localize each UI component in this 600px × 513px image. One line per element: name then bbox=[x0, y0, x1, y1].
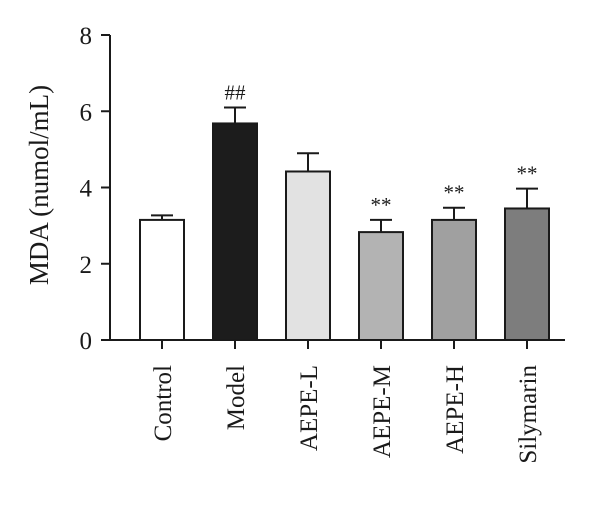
significance-label: ** bbox=[444, 181, 465, 205]
y-tick-label: 0 bbox=[80, 328, 93, 355]
x-tick-label: AEPE-M bbox=[369, 365, 396, 458]
x-tick-label: Silymarin bbox=[515, 365, 542, 464]
bar-aepe-m bbox=[358, 231, 404, 341]
significance-label: ** bbox=[371, 193, 392, 217]
y-tick-label: 6 bbox=[80, 99, 93, 126]
bar-model bbox=[212, 122, 258, 341]
y-tick-label: 4 bbox=[80, 176, 93, 203]
y-tick-label: 8 bbox=[80, 23, 93, 50]
x-tick-label: AEPE-L bbox=[296, 365, 323, 451]
bar-silymarin bbox=[504, 207, 550, 341]
significance-label: ## bbox=[225, 80, 247, 104]
plot-area: 0 2 4 6 8 Control ## Model AEPE-L ** AEPE-M ** AEPE-… bbox=[80, 23, 565, 464]
y-tick-label: 2 bbox=[80, 252, 93, 279]
significance-label: ** bbox=[517, 162, 538, 186]
x-tick-label: Control bbox=[150, 365, 177, 441]
bar-control bbox=[139, 218, 185, 341]
x-tick-label: Model bbox=[223, 365, 250, 430]
x-tick-label: AEPE-H bbox=[442, 365, 469, 454]
bar-aepe-h bbox=[431, 218, 477, 341]
bar-aepe-l bbox=[285, 170, 331, 341]
y-axis-title: MDA (numol/mL) bbox=[24, 85, 54, 285]
